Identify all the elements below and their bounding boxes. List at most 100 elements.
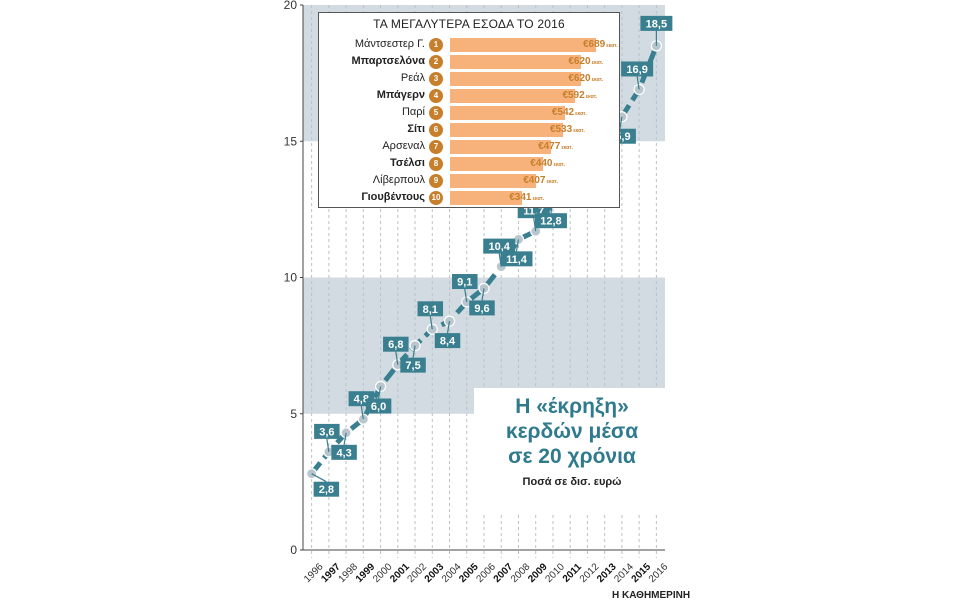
club-revenue-value: €542εκατ. [551, 107, 587, 118]
units-note: Ποσά σε δισ. ευρώ [522, 476, 622, 488]
label-box-1997 [314, 423, 340, 439]
club-revenue-bar [450, 55, 582, 69]
club-revenue-unit: εκατ. [561, 145, 574, 151]
label-box-2003 [417, 301, 444, 317]
label-connector-2008 [515, 239, 520, 252]
club-revenue-unit: εκατ. [585, 94, 598, 100]
label-box-2004 [434, 333, 461, 349]
club-revenue-unit: εκατ. [546, 179, 559, 185]
club-revenue-bar [450, 174, 537, 188]
club-rank-badge: 10 [429, 191, 443, 205]
label-box-2007 [483, 238, 516, 254]
value-label-2006: 9,6 [474, 303, 489, 315]
y-tick-10: 10 [284, 271, 298, 285]
club-revenue-bar [450, 157, 544, 171]
value-label-2004: 8,4 [440, 336, 456, 348]
club-name: Μπάγερν [376, 89, 425, 101]
club-revenue-value: €620εκατ. [568, 73, 604, 84]
value-label-2003: 8,1 [423, 304, 438, 316]
label-connector-2002 [412, 345, 416, 358]
label-box-2006 [469, 300, 495, 316]
club-revenue-value: €533εκατ. [549, 124, 585, 135]
club-rank-badge: 4 [429, 89, 443, 103]
club-rank-badge: 7 [429, 140, 443, 154]
club-row: Μάντσεστερ Γ. 1 €689εκατ. [319, 37, 619, 54]
club-revenue-value: €689εκατ. [583, 39, 618, 50]
club-revenue-value: €407εκατ. [523, 175, 559, 186]
club-revenue-bar [450, 38, 596, 52]
club-revenue-bar [450, 89, 576, 103]
source-credit: Η ΚΑΘΗΜΕΡΙΝΗ [612, 590, 690, 600]
club-row: Λίβερπουλ 9 €407εκατ. [319, 173, 619, 190]
club-revenue-bar [450, 123, 563, 137]
y-tick-15: 15 [284, 134, 298, 148]
club-revenue-bar [450, 191, 523, 205]
club-rank-badge: 1 [429, 38, 443, 52]
value-label-2010: 12,8 [540, 216, 561, 228]
club-name: Ρεάλ [400, 72, 425, 84]
value-label-2007: 10,4 [489, 241, 511, 253]
club-revenue-unit: εκατ. [573, 128, 585, 134]
club-name: Αρσεναλ [382, 140, 425, 152]
club-revenue-unit: εκατ. [532, 196, 545, 202]
club-revenue-value: €440εκατ. [530, 158, 566, 169]
club-revenue-unit: εκατ. [591, 60, 604, 66]
value-label-2008: 11,4 [506, 254, 528, 266]
club-revenue-value: €477εκατ. [538, 141, 574, 152]
headline-line-3: σε 20 χρόνια [508, 445, 636, 468]
club-rank-badge: 2 [429, 55, 443, 69]
club-name: Γιουβέντους [361, 191, 425, 203]
x-axis: 1996199719981999200020012002200320042005… [302, 549, 671, 585]
label-box-2008 [500, 251, 533, 267]
value-label-2015: 16,9 [626, 64, 647, 76]
chart-headline: Η «έκρηξη» κερδών μέσα σε 20 χρόνια [474, 388, 670, 469]
value-label-2005: 9,1 [457, 277, 472, 289]
label-box-2015 [621, 61, 654, 77]
label-box-1996 [313, 481, 340, 497]
value-label-1997: 3,6 [319, 426, 334, 438]
y-axis: 0 5 10 15 20 [284, 0, 304, 557]
club-name: Τσέλσι [390, 157, 425, 169]
club-revenue-bar [450, 106, 565, 120]
label-box-2002 [400, 357, 426, 373]
label-connector-1999 [360, 406, 364, 420]
top-revenues-panel: ΤΑ ΜΕΓΑΛΥΤΕΡΑ ΕΣΟΔΑ ΤΟ 2016 Μάντσεστερ Γ… [318, 12, 620, 208]
club-revenue-value: €592εκατ. [562, 90, 598, 101]
value-label-2016: 18,5 [646, 18, 667, 30]
value-label-1996: 2,8 [319, 484, 334, 496]
club-row: Μπάγερν 4 €592εκατ. [319, 88, 619, 105]
club-revenue-unit: εκατ. [553, 162, 566, 168]
y-tick-5: 5 [290, 407, 297, 421]
club-row: Τσέλσι 8 €440εκατ. [319, 156, 619, 173]
club-revenue-unit: εκατ. [575, 111, 587, 117]
revenues-title: ΤΑ ΜΕΓΑΛΥΤΕΡΑ ΕΣΟΔΑ ΤΟ 2016 [373, 17, 565, 31]
label-connector-2005 [464, 288, 468, 303]
label-connector-2014 [619, 116, 623, 129]
label-box-2001 [383, 336, 409, 352]
club-row: Μπαρτσελόνα 2 €620εκατ. [319, 54, 619, 71]
headline-box: Η «έκρηξη» κερδών μέσα σε 20 χρόνια Ποσά… [474, 388, 670, 512]
label-box-1998 [331, 444, 357, 460]
club-rank-badge: 5 [429, 106, 443, 120]
club-row: Σίτι 6 €533εκατ. [319, 122, 619, 139]
y-tick-0: 0 [290, 543, 297, 557]
club-row: Αρσεναλ 7 €477εκατ. [319, 139, 619, 156]
label-connector-2001 [395, 351, 399, 365]
label-connector-2000 [377, 386, 382, 399]
label-connector-2006 [481, 288, 485, 301]
headline-line-2: κερδών μέσα [505, 420, 639, 443]
club-row: Παρί 5 €542εκατ. [319, 105, 619, 122]
label-connector-2009 [533, 218, 537, 232]
value-label-2002: 7,5 [405, 360, 420, 372]
label-box-2016 [640, 15, 673, 31]
club-row: Γιουβέντους 10 €341εκατ. [319, 190, 619, 207]
label-box-2005 [452, 274, 478, 290]
y-tick-20: 20 [284, 0, 298, 12]
club-row: Ρεάλ 3 €620εκατ. [319, 71, 619, 88]
label-connector-2004 [446, 321, 451, 334]
label-connector-2003 [429, 316, 433, 330]
club-revenue-unit: εκατ. [606, 43, 618, 49]
club-name: Μάντσεστερ Γ. [354, 38, 425, 50]
club-name: Παρί [401, 106, 425, 118]
x-tick-2016: 2016 [647, 561, 671, 585]
